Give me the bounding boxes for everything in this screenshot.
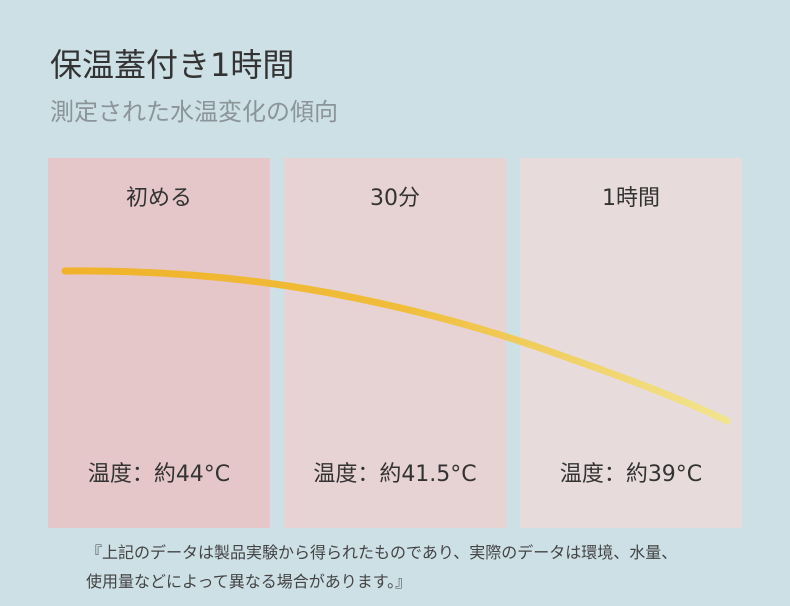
panel: 初める 温度：約44°C: [48, 158, 270, 528]
panel-label: 1時間: [602, 186, 660, 211]
panel-temperature: 温度：約39°C: [559, 462, 703, 487]
panel-temperature: 温度：約44°C: [87, 462, 231, 487]
panel: 1時間 温度：約39°C: [520, 158, 742, 528]
panel-label: 初める: [125, 186, 192, 211]
note-line: 『上記のデータは製品実験から得られたものであり、実際のデータは環境、水量、: [86, 543, 678, 562]
curve-line: [61, 267, 731, 425]
subtitle: 測定された水温変化の傾向: [50, 98, 338, 126]
note: 『上記のデータは製品実験から得られたものであり、実際のデータは環境、水量、 使用…: [86, 538, 677, 596]
note-line: 使用量などによって異なる場合があります。』: [86, 572, 412, 591]
title: 保温蓋付き1時間: [50, 46, 295, 84]
panel-temperature: 温度：約41.5°C: [313, 462, 477, 487]
panel: 30分 温度：約41.5°C: [284, 158, 506, 528]
panel-label: 30分: [370, 186, 420, 211]
